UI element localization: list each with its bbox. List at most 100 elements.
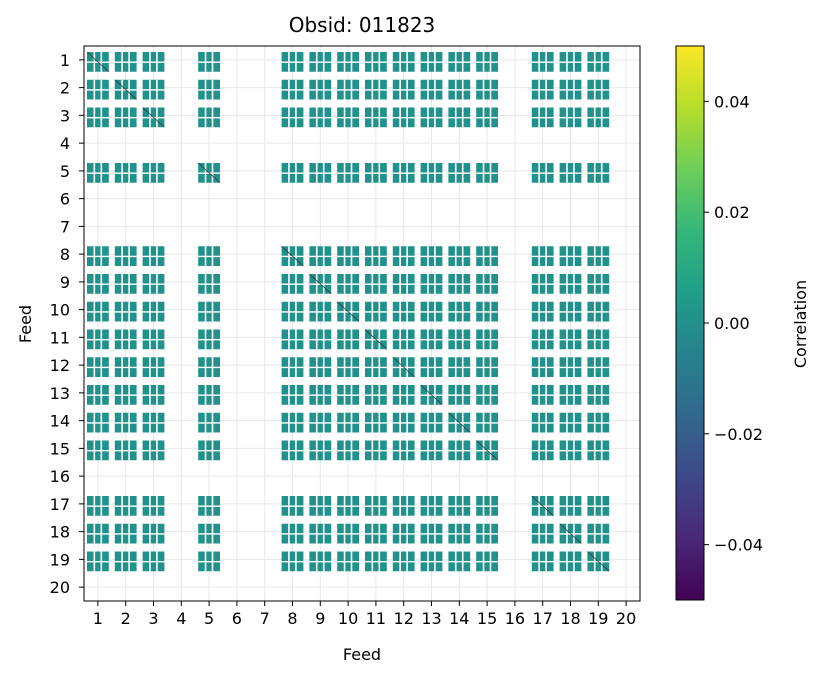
correlation-cell <box>142 163 165 183</box>
correlation-cell <box>337 412 359 433</box>
correlation-cell <box>420 274 443 294</box>
x-tick-label: 1 <box>93 609 103 628</box>
correlation-cell <box>559 329 582 350</box>
correlation-cell <box>420 551 443 572</box>
correlation-cell <box>448 440 471 461</box>
diagonal-marks <box>86 51 610 572</box>
correlation-cell <box>114 52 137 72</box>
correlation-cell <box>587 52 610 72</box>
correlation-cell <box>587 357 610 377</box>
correlation-cell <box>198 79 220 100</box>
diagonal-mark <box>142 107 165 128</box>
correlation-cell <box>198 52 220 72</box>
correlation-cell <box>281 440 304 461</box>
correlation-cell <box>365 440 387 461</box>
correlation-cell <box>559 412 582 433</box>
correlation-cell <box>142 440 165 461</box>
correlation-cell <box>198 357 220 377</box>
diagonal-mark <box>420 384 443 406</box>
correlation-cell <box>448 523 471 544</box>
colorbar-tick-label: −0.04 <box>714 536 763 555</box>
correlation-cell <box>281 412 304 433</box>
correlation-cell <box>476 107 498 128</box>
correlation-cell <box>198 551 220 572</box>
correlation-cell <box>559 274 582 294</box>
correlation-cell <box>309 523 332 544</box>
correlation-cell <box>420 412 443 433</box>
correlation-cell <box>531 385 554 405</box>
correlation-cell <box>392 551 415 572</box>
correlation-cell <box>281 551 304 572</box>
diagonal-mark <box>364 329 388 350</box>
x-axis-label: Feed <box>343 645 381 664</box>
correlation-cell <box>392 246 415 266</box>
correlation-cell <box>114 329 137 350</box>
correlation-cell <box>392 496 415 516</box>
correlation-cell <box>476 163 498 183</box>
correlation-cell <box>392 385 415 405</box>
correlation-cell <box>531 79 554 100</box>
correlation-cell <box>337 357 359 377</box>
correlation-cell <box>365 52 387 72</box>
correlation-cell <box>198 301 220 322</box>
correlation-cell <box>309 246 332 266</box>
x-tick-label: 20 <box>616 609 636 628</box>
correlation-cell <box>420 107 443 128</box>
correlation-cell <box>531 163 554 183</box>
correlation-cell <box>309 412 332 433</box>
correlation-cell <box>142 246 165 266</box>
diagonal-mark <box>559 523 582 544</box>
correlation-cell <box>531 412 554 433</box>
correlation-cell <box>420 496 443 516</box>
y-tick-label: 7 <box>60 217 70 236</box>
correlation-cell <box>281 274 304 294</box>
diagonal-mark <box>281 245 304 267</box>
x-tick-label: 7 <box>260 609 270 628</box>
correlation-cell <box>337 79 359 100</box>
correlation-cell <box>281 329 304 350</box>
correlation-cell <box>420 523 443 544</box>
correlation-cell <box>365 246 387 266</box>
correlation-cell <box>476 523 498 544</box>
correlation-cell <box>114 301 137 322</box>
correlation-cell <box>559 79 582 100</box>
correlation-cell <box>114 163 137 183</box>
correlation-cell <box>142 496 165 516</box>
correlation-cell <box>281 163 304 183</box>
correlation-cell <box>114 274 137 294</box>
y-tick-label: 17 <box>50 495 70 514</box>
plot-background <box>84 46 640 601</box>
correlation-cell <box>114 496 137 516</box>
correlation-cell <box>420 79 443 100</box>
correlation-cell <box>87 163 109 183</box>
correlation-cell <box>87 523 109 544</box>
y-tick-label: 12 <box>50 356 70 375</box>
x-axis-ticks: 1 2 3 4 5 6 7 8 9 10 11 12 13 14 15 16 17 18 19 20 <box>93 601 636 628</box>
y-tick-label: 10 <box>50 301 70 320</box>
correlation-cell <box>337 107 359 128</box>
y-tick-label: 1 <box>60 51 70 70</box>
correlation-cell <box>448 52 471 72</box>
correlation-cell <box>476 551 498 572</box>
correlation-cell <box>559 301 582 322</box>
correlation-cell <box>559 385 582 405</box>
correlation-cell <box>559 357 582 377</box>
x-tick-label: 3 <box>148 609 158 628</box>
correlation-cell <box>531 52 554 72</box>
correlation-cell <box>337 274 359 294</box>
correlation-cell <box>198 385 220 405</box>
correlation-cell <box>87 274 109 294</box>
diagonal-mark <box>309 273 332 295</box>
correlation-cell <box>531 301 554 322</box>
colorbar-tick-label: 0.04 <box>714 92 750 111</box>
correlation-cell <box>114 412 137 433</box>
correlation-cell <box>392 79 415 100</box>
x-tick-label: 18 <box>560 609 580 628</box>
correlation-cell <box>365 412 387 433</box>
correlation-cell <box>587 329 610 350</box>
correlation-cell <box>142 329 165 350</box>
correlation-cell <box>365 357 387 377</box>
x-tick-label: 4 <box>176 609 186 628</box>
